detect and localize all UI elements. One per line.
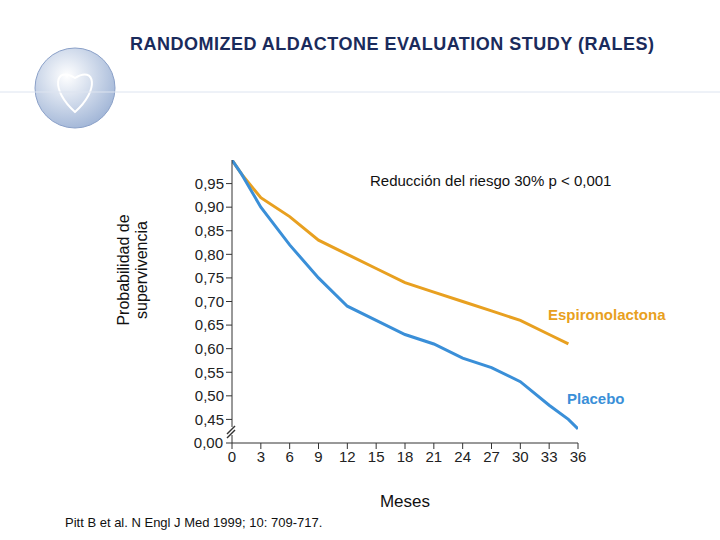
svg-text:33: 33 bbox=[541, 448, 558, 465]
html-text:Pitt B et al. N Engl J Med 199: Pitt B et al. N Engl J Med 1999; 10: 709… bbox=[65, 515, 323, 530]
svg-text:0: 0 bbox=[228, 448, 236, 465]
html-text:Espironolactona: Espironolactona bbox=[548, 306, 666, 323]
svg-text:0,90: 0,90 bbox=[195, 198, 224, 215]
svg-text:0,75: 0,75 bbox=[195, 269, 224, 286]
svg-text:30: 30 bbox=[512, 448, 529, 465]
svg-text:0,85: 0,85 bbox=[195, 222, 224, 239]
svg-text:15: 15 bbox=[368, 448, 385, 465]
svg-text:0,65: 0,65 bbox=[195, 316, 224, 333]
svg-text:24: 24 bbox=[454, 448, 471, 465]
svg-text:0,80: 0,80 bbox=[195, 246, 224, 263]
svg-text:0,60: 0,60 bbox=[195, 340, 224, 357]
svg-text:3: 3 bbox=[257, 448, 265, 465]
svg-text:0,55: 0,55 bbox=[195, 364, 224, 381]
svg-text:21: 21 bbox=[425, 448, 442, 465]
svg-text:0,50: 0,50 bbox=[195, 387, 224, 404]
html-text:Probabilidad de supervivencia: Probabilidad de supervivencia bbox=[115, 214, 150, 326]
svg-text:18: 18 bbox=[397, 448, 414, 465]
svg-text:0,95: 0,95 bbox=[195, 175, 224, 192]
svg-text:9: 9 bbox=[314, 448, 322, 465]
html-text:Reducción del riesgo 30% p < 0: Reducción del riesgo 30% p < 0,001 bbox=[370, 172, 612, 189]
svg-text:6: 6 bbox=[285, 448, 293, 465]
svg-text:27: 27 bbox=[483, 448, 500, 465]
svg-text:12: 12 bbox=[339, 448, 356, 465]
html-text:RANDOMIZED ALDACTONE EVALUATIO: RANDOMIZED ALDACTONE EVALUATION STUDY (R… bbox=[130, 34, 655, 54]
svg-text:0,70: 0,70 bbox=[195, 293, 224, 310]
svg-text:0,45: 0,45 bbox=[195, 411, 224, 428]
svg-text:36: 36 bbox=[570, 448, 587, 465]
svg-text:0,00: 0,00 bbox=[194, 434, 223, 451]
html-text:Meses: Meses bbox=[380, 492, 430, 511]
html-text:Placebo: Placebo bbox=[567, 390, 625, 407]
